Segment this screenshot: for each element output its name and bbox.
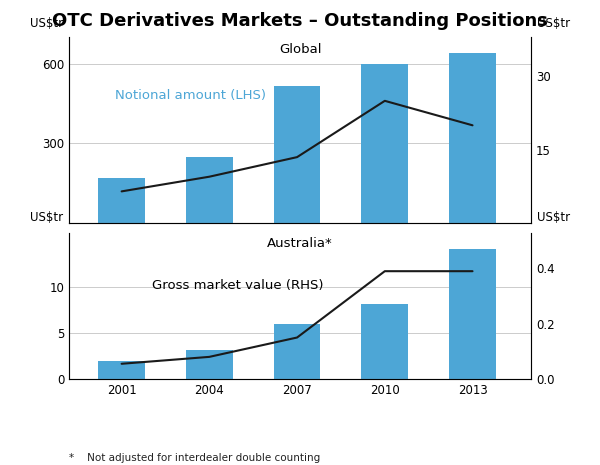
- Text: Gross market value (RHS): Gross market value (RHS): [152, 279, 323, 292]
- Bar: [186, 350, 233, 379]
- Text: Notional amount (LHS): Notional amount (LHS): [115, 89, 266, 102]
- Bar: [449, 53, 496, 223]
- Text: *    Not adjusted for interdealer double counting: * Not adjusted for interdealer double co…: [69, 452, 320, 463]
- Bar: [98, 178, 145, 223]
- Bar: [186, 157, 233, 223]
- Text: US$tr: US$tr: [537, 211, 570, 224]
- Text: Global: Global: [279, 43, 321, 56]
- Text: OTC Derivatives Markets – Outstanding Positions: OTC Derivatives Markets – Outstanding Po…: [52, 12, 548, 30]
- Bar: [98, 361, 145, 379]
- Bar: [274, 86, 320, 223]
- Text: Australia*: Australia*: [267, 237, 333, 250]
- Text: US$tr: US$tr: [30, 211, 63, 224]
- Bar: [361, 304, 408, 379]
- Text: US$tr: US$tr: [30, 17, 63, 30]
- Text: US$tr: US$tr: [537, 17, 570, 30]
- Bar: [274, 324, 320, 379]
- Bar: [449, 249, 496, 379]
- Bar: [361, 64, 408, 223]
